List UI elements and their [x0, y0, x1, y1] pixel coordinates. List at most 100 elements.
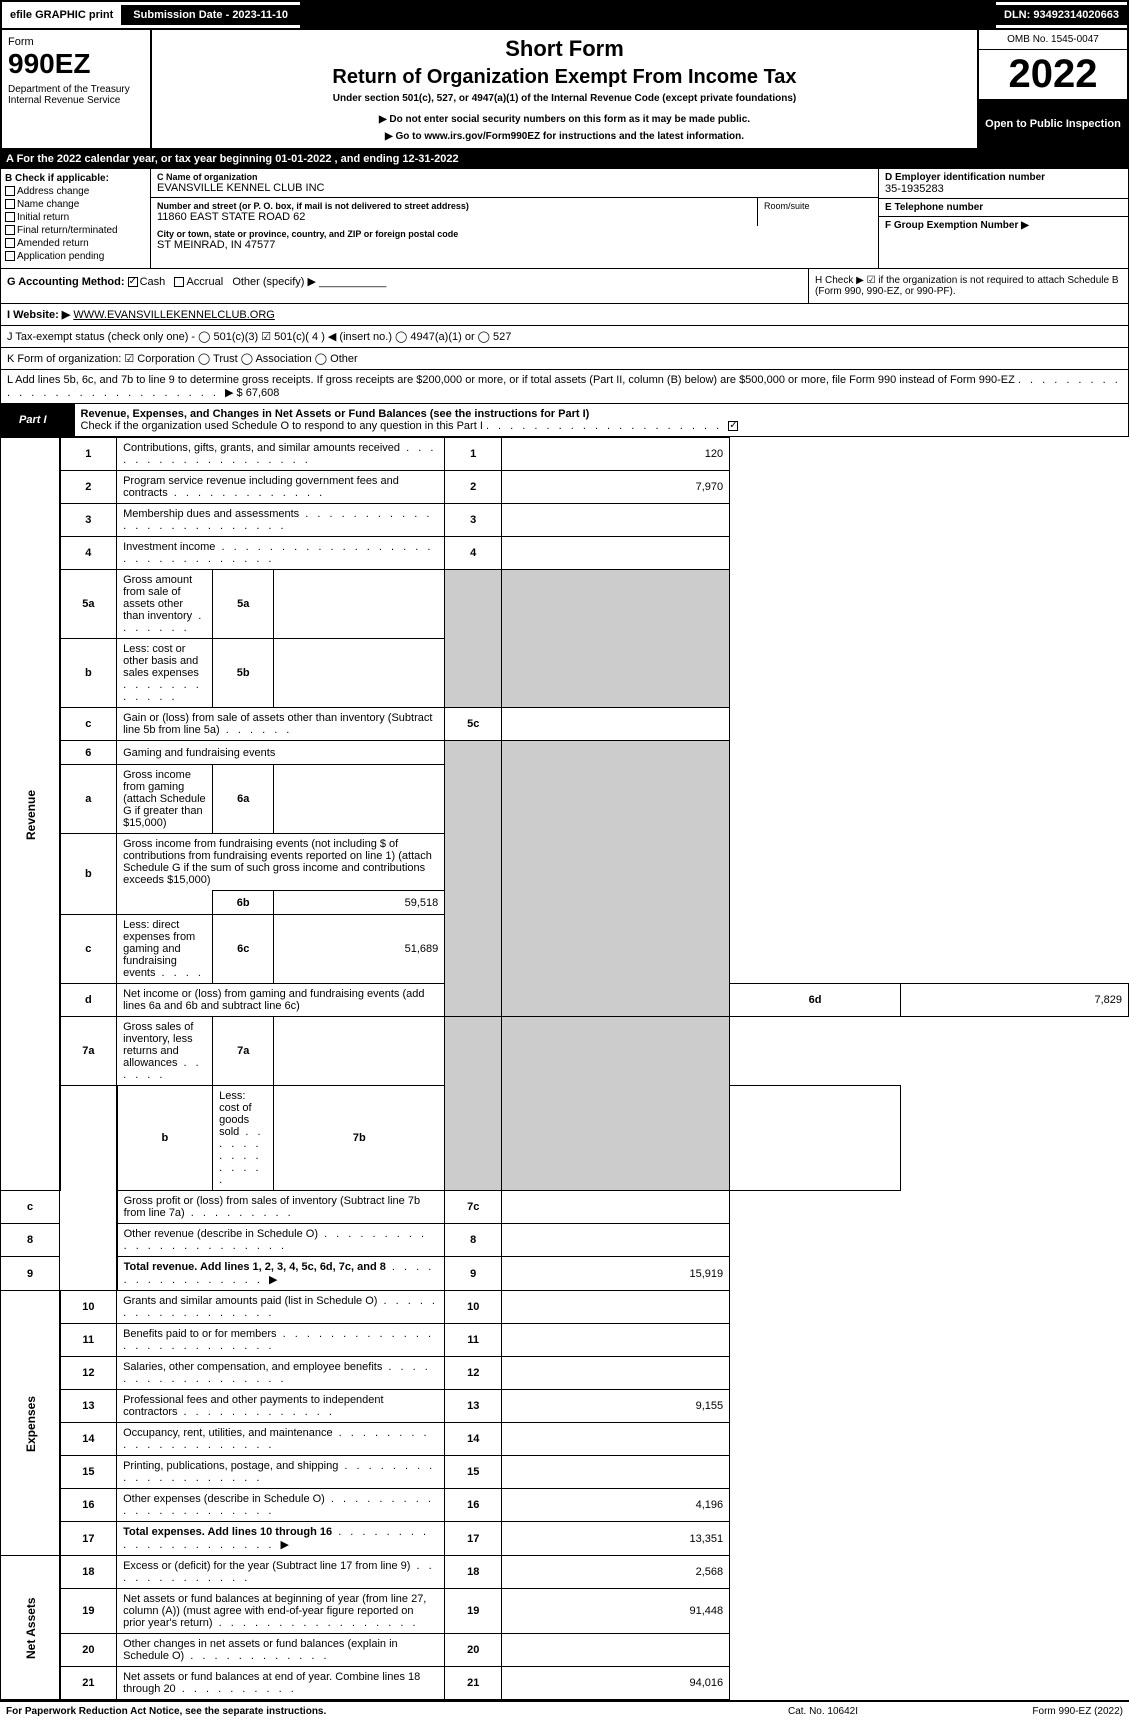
val-17: 13,351: [502, 1522, 730, 1556]
chk-accrual[interactable]: [174, 277, 184, 287]
chk-pending[interactable]: Application pending: [5, 251, 146, 262]
tax-year: 2022: [979, 50, 1127, 99]
desc-4: Investment income . . . . . . . . . . . …: [117, 537, 445, 570]
num-3: 3: [445, 504, 502, 537]
desc-16: Other expenses (describe in Schedule O) …: [117, 1489, 445, 1522]
sub-5b: 5b: [213, 639, 274, 708]
block-b-to-f: B Check if applicable: Address change Na…: [0, 168, 1129, 269]
ln-16: 16: [60, 1489, 117, 1522]
chk-address-change[interactable]: Address change: [5, 186, 146, 197]
ln-21: 21: [60, 1667, 117, 1700]
num-8: 8: [445, 1224, 502, 1257]
ln-8: 8: [1, 1224, 60, 1257]
header-right: OMB No. 1545-0047 2022 Open to Public In…: [977, 30, 1127, 148]
efile-label: efile GRAPHIC print: [2, 5, 121, 25]
f-label: F Group Exemption Number ▶: [885, 220, 1122, 231]
chk-final-return[interactable]: Final return/terminated: [5, 225, 146, 236]
chk-initial-return[interactable]: Initial return: [5, 212, 146, 223]
desc-6b-cont: [117, 891, 213, 915]
val-4: [502, 537, 730, 570]
subval-5b: [274, 639, 445, 708]
row-a-tax-year: A For the 2022 calendar year, or tax yea…: [0, 150, 1129, 168]
addr-row: Number and street (or P. O. box, if mail…: [151, 198, 878, 226]
num-21: 21: [445, 1667, 502, 1700]
num-7c: 7c: [445, 1191, 502, 1224]
revenue-sidelabel: Revenue: [1, 438, 60, 1191]
val-11: [502, 1324, 730, 1357]
desc-12: Salaries, other compensation, and employ…: [117, 1357, 445, 1390]
part1-check[interactable]: [728, 421, 738, 431]
sub-7a: 7a: [213, 1017, 274, 1086]
desc-13: Professional fees and other payments to …: [117, 1390, 445, 1423]
ln-6a: a: [60, 765, 117, 834]
desc-6c: Less: direct expenses from gaming and fu…: [117, 915, 213, 984]
sub-6a: 6a: [213, 765, 274, 834]
num-15: 15: [445, 1456, 502, 1489]
chk-name-change[interactable]: Name change: [5, 199, 146, 210]
submission-date: Submission Date - 2023-11-10: [121, 5, 300, 25]
form-label: Form: [8, 36, 144, 48]
val-16: 4,196: [502, 1489, 730, 1522]
group-exempt-row: F Group Exemption Number ▶: [879, 217, 1128, 234]
chk-amended[interactable]: Amended return: [5, 238, 146, 249]
room-label: Room/suite: [758, 198, 878, 226]
l-amount: ▶ $ 67,608: [225, 387, 279, 399]
form-number: 990EZ: [8, 48, 144, 80]
desc-5c: Gain or (loss) from sale of assets other…: [117, 708, 445, 741]
sub-6b: 6b: [213, 891, 274, 915]
desc-6a: Gross income from gaming (attach Schedul…: [117, 765, 213, 834]
spacer: [300, 2, 996, 28]
i-label: I Website: ▶: [7, 309, 70, 321]
form-ref: Form 990-EZ (2022): [923, 1706, 1123, 1717]
omb-number: OMB No. 1545-0047: [979, 30, 1127, 50]
ln-12: 12: [60, 1357, 117, 1390]
shade-6v: [502, 741, 730, 1017]
desc-20: Other changes in net assets or fund bala…: [117, 1634, 445, 1667]
row-j-tax-status: J Tax-exempt status (check only one) - ◯…: [0, 326, 1129, 348]
row-k-org-form: K Form of organization: ☑ Corporation ◯ …: [0, 348, 1129, 370]
val-3: [502, 504, 730, 537]
subval-6b: 59,518: [274, 891, 445, 915]
addr-label: Number and street (or P. O. box, if mail…: [157, 201, 751, 211]
num-17: 17: [445, 1522, 502, 1556]
addr-value: 11860 EAST STATE ROAD 62: [157, 211, 751, 223]
sub-7b: 7b: [274, 1086, 445, 1191]
city-row: City or town, state or province, country…: [151, 226, 878, 254]
part1-heading: Revenue, Expenses, and Changes in Net As…: [81, 408, 590, 420]
ln-5c: c: [60, 708, 117, 741]
col-b-checkboxes: B Check if applicable: Address change Na…: [1, 169, 151, 268]
val-15: [502, 1456, 730, 1489]
val-10: [502, 1291, 730, 1324]
page-footer: For Paperwork Reduction Act Notice, see …: [0, 1700, 1129, 1721]
b-title: B Check if applicable:: [5, 173, 146, 184]
val-12: [502, 1357, 730, 1390]
desc-2: Program service revenue including govern…: [117, 471, 445, 504]
val-18: 2,568: [502, 1556, 730, 1589]
ein-value: 35-1935283: [885, 183, 1122, 195]
top-bar: efile GRAPHIC print Submission Date - 20…: [0, 0, 1129, 30]
num-13: 13: [445, 1390, 502, 1423]
accounting-method: G Accounting Method: Cash Accrual Other …: [1, 269, 808, 303]
sub-5a: 5a: [213, 570, 274, 639]
col-c-org-info: C Name of organization EVANSVILLE KENNEL…: [151, 169, 878, 268]
g-label: G Accounting Method:: [7, 276, 125, 288]
desc-18: Excess or (deficit) for the year (Subtra…: [117, 1556, 445, 1589]
val-2: 7,970: [502, 471, 730, 504]
e-label: E Telephone number: [885, 202, 1122, 213]
ln-6c: c: [60, 915, 117, 984]
num-9: 9: [445, 1257, 502, 1291]
desc-14: Occupancy, rent, utilities, and maintena…: [117, 1423, 445, 1456]
chk-cash[interactable]: [128, 277, 138, 287]
desc-5a: Gross amount from sale of assets other t…: [117, 570, 213, 639]
num-11: 11: [445, 1324, 502, 1357]
ln-19: 19: [60, 1589, 117, 1634]
val-7c: [502, 1191, 730, 1224]
num-12: 12: [445, 1357, 502, 1390]
desc-21: Net assets or fund balances at end of ye…: [117, 1667, 445, 1700]
under-section: Under section 501(c), 527, or 4947(a)(1)…: [158, 93, 971, 104]
department: Department of the Treasury Internal Reve…: [8, 84, 144, 106]
shade-5: [445, 570, 502, 708]
val-19: 91,448: [502, 1589, 730, 1634]
website-value: WWW.EVANSVILLEKENNELCLUB.ORG: [73, 309, 275, 321]
num-19: 19: [445, 1589, 502, 1634]
